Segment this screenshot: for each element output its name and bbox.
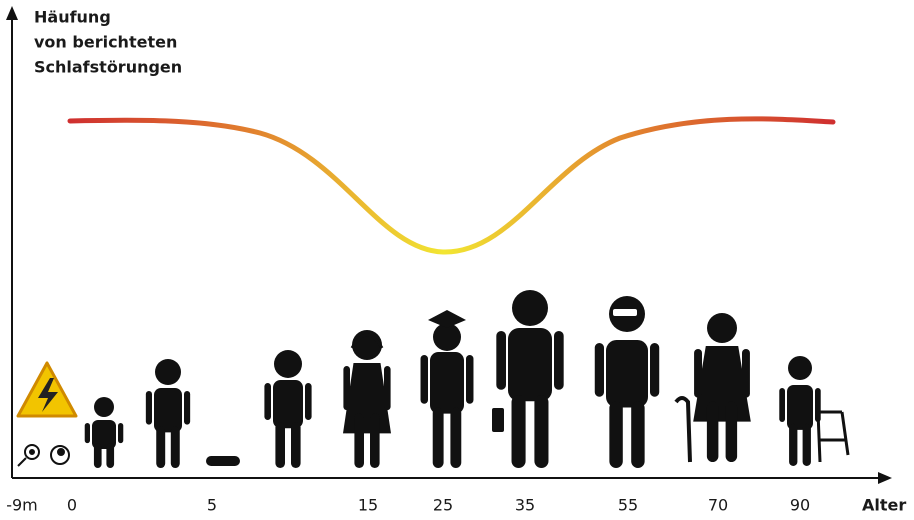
figure-arm [118, 423, 124, 444]
x-tick-label: 35 [515, 496, 535, 515]
figure-leg [534, 395, 549, 468]
figure-arm [384, 366, 391, 411]
figure-arm [145, 391, 152, 425]
toy-car [206, 456, 240, 466]
figure-arm [650, 343, 660, 397]
figure-leg [450, 407, 462, 468]
y-axis-label-line: Häufung [34, 8, 111, 27]
figure-arm [264, 383, 271, 420]
figure-leg [354, 413, 364, 468]
cane [674, 396, 692, 463]
x-tick-label: 70 [708, 496, 728, 515]
figure-leg [370, 413, 380, 468]
figure-leg [802, 423, 811, 466]
figure-body [787, 385, 813, 430]
figure-body [92, 420, 116, 450]
y-axis-label-line: von berichteten [34, 33, 177, 52]
figure-arm [305, 383, 312, 420]
grad-cap [428, 310, 466, 328]
embryo-icons [17, 444, 70, 467]
figure-body [693, 346, 751, 422]
x-tick-label: 55 [618, 496, 638, 515]
y-axis-arrow [6, 6, 18, 20]
figure-leg [156, 426, 166, 468]
figure-head [512, 290, 548, 326]
figure-head [155, 359, 181, 385]
figure-arm [343, 366, 350, 411]
figure-arm [594, 343, 604, 397]
figures [84, 290, 850, 468]
trend-curve [67, 116, 836, 255]
briefcase [492, 408, 504, 432]
x-tick-label: 90 [790, 496, 810, 515]
figure-arm [496, 331, 506, 390]
figure-head [433, 323, 461, 351]
glasses [611, 307, 639, 318]
figure-head [274, 350, 302, 378]
figure-body [430, 352, 464, 414]
figure-leg [432, 407, 444, 468]
warning-sign [16, 361, 78, 418]
figure-head [94, 397, 114, 417]
figure-body [154, 388, 182, 433]
figure-leg [291, 422, 301, 468]
x-tick-label: 0 [67, 496, 77, 515]
y-axis-label-line: Schlafstörungen [34, 58, 182, 77]
figure-leg [631, 401, 645, 468]
figure-body [508, 328, 552, 402]
figure-leg [511, 395, 526, 468]
x-tick-label: 25 [433, 496, 453, 515]
x-axis-label: Alter [862, 496, 906, 515]
figure-arm [420, 355, 428, 404]
figure-arm [742, 349, 750, 398]
figure-leg [706, 401, 719, 462]
figure-head [788, 356, 812, 380]
figure-arm [554, 331, 564, 390]
figure-leg [275, 422, 285, 468]
figure-arm [694, 349, 702, 398]
figure-arm [184, 391, 191, 425]
figure-body [606, 340, 648, 408]
figure-arm [84, 423, 90, 444]
headphones [350, 333, 384, 349]
figure-leg [609, 401, 623, 468]
figure-leg [170, 426, 180, 468]
figure-body [273, 380, 303, 429]
x-axis-arrow [878, 472, 892, 484]
figure-leg [725, 401, 738, 462]
figure-leg [106, 443, 115, 468]
walker [816, 410, 850, 463]
figure-body [343, 363, 391, 434]
x-tick-label: 15 [358, 496, 378, 515]
figure-head [707, 313, 737, 343]
figure-leg [789, 423, 798, 466]
figure-leg [93, 443, 102, 468]
figure-arm [779, 388, 785, 423]
x-tick-label: 5 [207, 496, 217, 515]
x-tick-label: -9m [6, 496, 38, 515]
figure-arm [466, 355, 474, 404]
